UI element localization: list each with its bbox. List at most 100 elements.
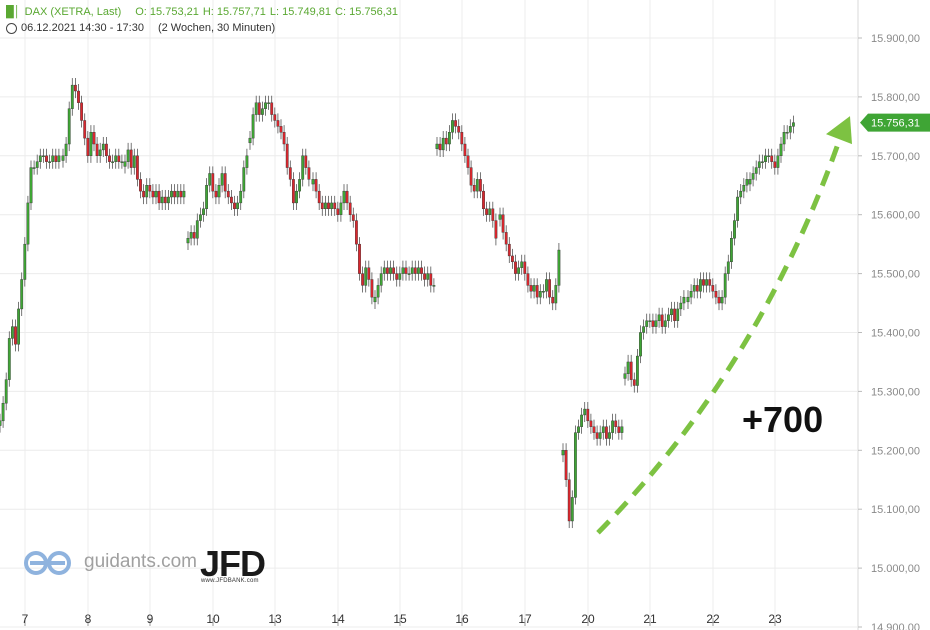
candle <box>770 148 774 169</box>
candle <box>767 148 771 163</box>
candle <box>348 195 352 222</box>
candle <box>1 396 5 428</box>
candle <box>173 184 176 205</box>
x-tick-label: 21 <box>643 612 657 626</box>
candle <box>324 195 327 216</box>
candle <box>636 348 639 393</box>
candle <box>670 301 673 322</box>
candle <box>679 295 683 317</box>
y-tick-label: 15.000,00 <box>871 563 920 575</box>
candle <box>367 260 371 287</box>
candle <box>748 172 752 192</box>
candle <box>389 260 392 281</box>
close-value: C: 15.756,31 <box>335 6 399 18</box>
candle <box>454 113 457 134</box>
candle <box>451 113 454 140</box>
candle <box>77 83 80 110</box>
candle <box>676 301 680 328</box>
candle <box>157 184 161 210</box>
candle <box>586 402 590 428</box>
candle <box>570 490 574 529</box>
candle <box>523 254 527 281</box>
y-tick-label: 15.800,00 <box>871 92 920 104</box>
candle <box>198 207 202 228</box>
guidants-logo-icon <box>24 551 71 575</box>
candle <box>111 154 115 169</box>
candle <box>217 178 221 205</box>
candle <box>42 148 45 163</box>
candle <box>142 184 145 205</box>
candle <box>435 136 439 156</box>
candle <box>583 402 587 423</box>
candle <box>761 154 764 169</box>
candle <box>645 313 649 334</box>
y-tick-label: 15.300,00 <box>871 386 920 398</box>
guidants-text: guidants.com <box>84 551 198 572</box>
candle <box>554 278 558 311</box>
candle <box>226 184 230 205</box>
candle <box>689 284 693 305</box>
candle <box>257 95 261 122</box>
candle <box>657 307 661 328</box>
candle <box>548 272 552 305</box>
candle <box>592 419 596 440</box>
candle <box>208 166 212 193</box>
candle <box>345 184 349 210</box>
candle <box>95 136 99 163</box>
candle <box>14 319 17 352</box>
candle <box>444 131 448 152</box>
candle <box>32 160 36 175</box>
x-tick-label: 16 <box>455 612 469 626</box>
candle <box>54 148 58 169</box>
candle <box>673 301 677 328</box>
candle <box>532 278 536 299</box>
candle <box>80 95 84 128</box>
candle <box>686 290 690 309</box>
candle <box>29 160 33 210</box>
candle <box>714 284 718 305</box>
candle <box>535 278 539 305</box>
candle <box>702 272 705 293</box>
candle <box>23 237 27 287</box>
candle <box>401 260 405 281</box>
candle <box>351 207 355 228</box>
clock-icon <box>6 22 17 34</box>
candle <box>379 266 383 293</box>
y-tick-label: 15.900,00 <box>871 33 920 45</box>
candle <box>751 166 755 187</box>
candle <box>520 254 524 275</box>
last-price-label: 15.756,31 <box>871 118 920 130</box>
candle <box>392 260 395 281</box>
candle <box>48 154 52 169</box>
chart-grid <box>0 0 859 630</box>
candle <box>67 101 71 152</box>
candle <box>64 136 68 163</box>
x-axis: 7 8 9 10 13 14 15 16 17 20 21 22 23 <box>22 612 782 626</box>
candle <box>282 125 286 152</box>
candle <box>342 184 346 210</box>
candle <box>589 413 593 434</box>
candle <box>417 260 420 281</box>
candle <box>292 172 295 210</box>
candle <box>598 425 602 446</box>
candle <box>617 419 621 440</box>
candle <box>605 419 608 446</box>
x-tick-label: 20 <box>581 612 595 626</box>
candle <box>376 278 380 305</box>
x-tick-label: 10 <box>206 612 220 626</box>
candle <box>223 166 227 199</box>
y-tick-label: 15.100,00 <box>871 504 920 516</box>
candle <box>35 154 39 175</box>
candle <box>45 148 48 169</box>
candle <box>17 301 20 352</box>
candle <box>267 95 270 110</box>
candle <box>304 148 308 175</box>
candle <box>307 160 311 187</box>
candle <box>145 178 149 205</box>
candle <box>311 172 315 192</box>
candle <box>123 154 127 174</box>
candle <box>126 142 130 169</box>
candle <box>270 95 274 122</box>
candle <box>745 172 749 193</box>
